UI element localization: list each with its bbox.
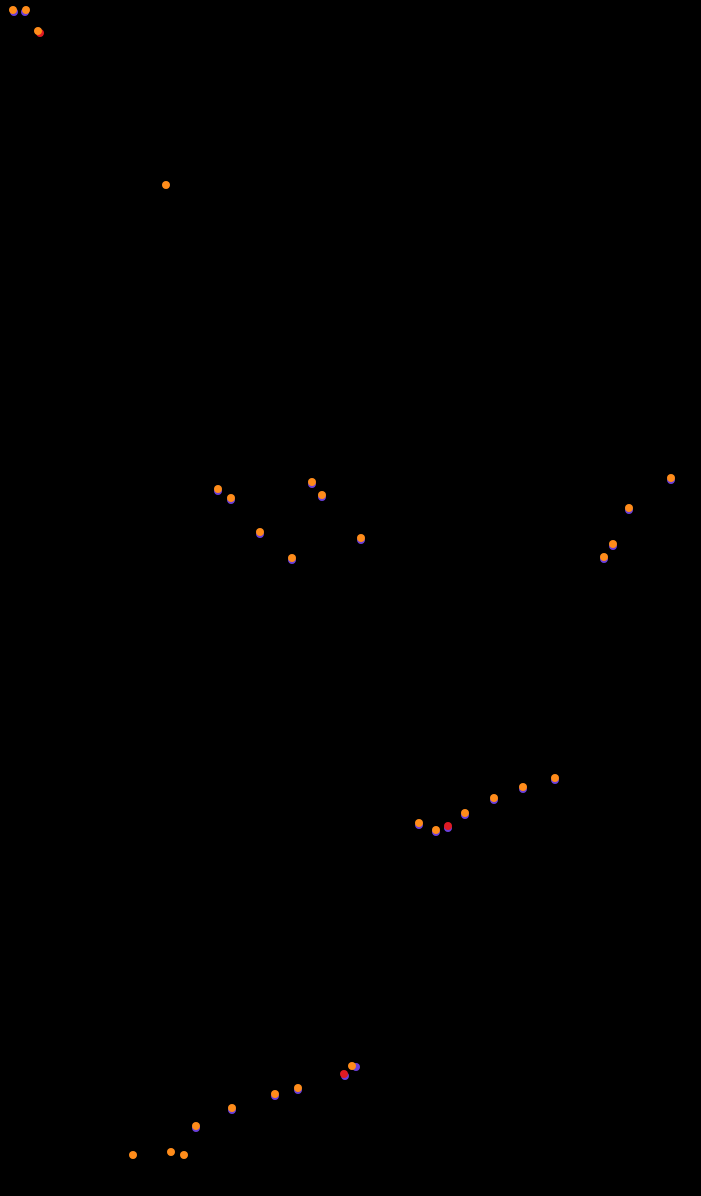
point-orange [415, 819, 423, 827]
point-orange [271, 1090, 279, 1098]
point-orange [600, 553, 608, 561]
point-orange [348, 1062, 356, 1070]
point-orange [519, 783, 527, 791]
point-red [340, 1070, 348, 1078]
point-orange [551, 774, 559, 782]
point-orange [609, 540, 617, 548]
point-orange [22, 6, 30, 14]
point-orange [227, 494, 235, 502]
point-orange [461, 809, 469, 817]
point-orange [667, 474, 675, 482]
point-orange [228, 1104, 236, 1112]
point-orange [129, 1151, 137, 1159]
point-orange [180, 1151, 188, 1159]
point-orange [432, 826, 440, 834]
point-red [444, 822, 452, 830]
point-orange [318, 491, 326, 499]
point-orange [294, 1084, 302, 1092]
point-orange [256, 528, 264, 536]
point-orange [192, 1122, 200, 1130]
point-orange [34, 27, 42, 35]
point-orange [357, 534, 365, 542]
point-orange [214, 485, 222, 493]
scatter-plot [0, 0, 701, 1196]
point-orange [9, 6, 17, 14]
point-orange [167, 1148, 175, 1156]
point-orange [490, 794, 498, 802]
point-orange [288, 554, 296, 562]
point-orange [625, 504, 633, 512]
point-orange [162, 181, 170, 189]
point-orange [308, 478, 316, 486]
